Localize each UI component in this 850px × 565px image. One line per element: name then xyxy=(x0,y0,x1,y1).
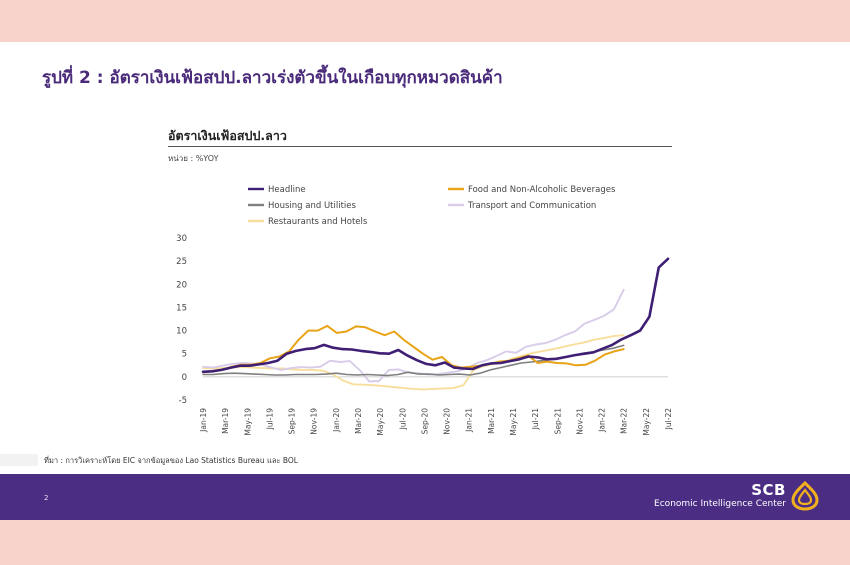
legend-label: Restaurants and Hotels xyxy=(268,217,368,227)
y-tick-label: 0 xyxy=(182,373,187,383)
series-line-food-and-non-alcoholic-beverages xyxy=(202,324,625,374)
chart-unit-label: หน่วย : %YOY xyxy=(168,154,219,163)
x-tick-label: Jan-19 xyxy=(199,408,208,433)
y-tick-label: -5 xyxy=(179,396,187,406)
x-tick-label: Jul-21 xyxy=(531,408,540,431)
x-tick-label: May-21 xyxy=(509,408,518,436)
y-tick-label: 30 xyxy=(176,234,187,244)
x-tick-label: Mar-22 xyxy=(620,408,629,434)
x-tick-label: May-20 xyxy=(376,408,385,436)
footer-bar: 2 SCB Economic Intelligence Center xyxy=(0,474,850,520)
x-tick-label: Jan-21 xyxy=(465,408,474,433)
y-tick-label: 20 xyxy=(176,280,187,290)
x-tick-label: Mar-19 xyxy=(221,408,230,434)
y-tick-label: 10 xyxy=(176,327,187,337)
legend-label: Headline xyxy=(268,185,306,195)
x-tick-label: Jul-19 xyxy=(265,408,274,431)
brand-name: SCB xyxy=(751,481,786,499)
legend-label: Housing and Utilities xyxy=(268,201,357,211)
line-chart: -5 0 5 10 15 20 25 30 Jan-19 Mar-19 May-19 Jul-19 Se… xyxy=(176,185,673,436)
slide: รูปที่ 2 : อัตราเงินเฟ้อสปป.ลาวเร่งตัวขึ… xyxy=(0,42,850,520)
legend-label: Food and Non-Alcoholic Beverages xyxy=(468,185,616,195)
x-tick-label: May-22 xyxy=(642,408,651,436)
brand-block: SCB Economic Intelligence Center xyxy=(654,482,786,510)
y-tick-label: 25 xyxy=(176,257,187,267)
x-tick-label: Jul-22 xyxy=(664,408,673,431)
series-line-headline xyxy=(201,257,670,374)
source-note: ที่มา : การวิเคราะห์โดย EIC จากข้อมูลของ… xyxy=(44,456,298,465)
x-tick-label: Nov-21 xyxy=(575,408,584,435)
x-tick-label: Sep-19 xyxy=(288,408,297,435)
x-tick-label: Sep-20 xyxy=(420,408,429,435)
x-tick-label: Nov-20 xyxy=(443,408,452,435)
legend-label: Transport and Communication xyxy=(467,201,596,211)
x-tick-label: Sep-21 xyxy=(553,408,562,435)
slide-title: รูปที่ 2 : อัตราเงินเฟ้อสปป.ลาวเร่งตัวขึ… xyxy=(42,68,503,88)
scb-logo-icon xyxy=(791,481,819,511)
chart-title: อัตราเงินเฟ้อสปป.ลาว xyxy=(168,128,287,143)
brand-subtitle: Economic Intelligence Center xyxy=(654,499,786,509)
x-tick-label: Jan-22 xyxy=(598,408,607,433)
y-tick-label: 15 xyxy=(176,303,187,313)
x-tick-label: Nov-19 xyxy=(310,408,319,435)
x-tick-label: Mar-21 xyxy=(487,408,496,434)
x-tick-label: May-19 xyxy=(243,408,252,436)
page-number: 2 xyxy=(44,494,49,502)
x-tick-label: Jul-20 xyxy=(398,408,407,431)
x-tick-label: Mar-20 xyxy=(354,408,363,434)
x-tick-label: Jan-20 xyxy=(332,408,341,433)
source-marker xyxy=(0,454,38,466)
chart-title-divider xyxy=(168,146,672,147)
y-tick-label: 5 xyxy=(182,350,187,360)
